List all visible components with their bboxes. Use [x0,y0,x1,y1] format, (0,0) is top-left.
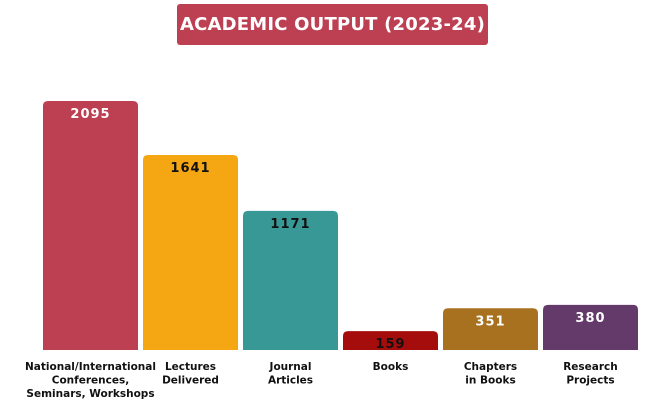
bar-value-label-0: 2095 [70,107,110,122]
bars-layer [43,101,638,350]
bar-value-label-4: 351 [475,314,505,329]
category-label-line: Chapters [464,361,517,373]
category-label-line: National/International [25,361,156,373]
bar-value-label-2: 1171 [270,217,310,232]
bar-3 [343,331,438,350]
category-label-4: Chapters in Books [464,361,517,387]
category-label-line: Projects [566,375,614,387]
category-label-line: Research [563,361,618,373]
category-label-line: Articles [268,375,313,387]
category-label-line: Journal [269,361,312,373]
category-label-2: Journal Articles [268,361,313,387]
category-label-line: Conferences, [52,375,129,387]
category-labels-layer: National/International Conferences, Semina… [25,361,618,400]
bar-value-label-3: 159 [375,337,405,352]
chart-title-box: ACADEMIC OUTPUT (2023-24) [177,4,488,45]
category-label-line: Lectures [165,361,216,373]
bar-4 [443,308,538,350]
chart-title: ACADEMIC OUTPUT (2023-24) [179,14,485,35]
category-label-0: National/International Conferences, Semina… [25,361,156,400]
category-label-1: Lectures Delivered [162,361,219,387]
bar-0 [43,101,138,350]
category-label-line: in Books [465,375,515,387]
category-label-line: Delivered [162,375,219,387]
bar-1 [143,154,238,350]
category-label-line: Seminars, Workshops [26,388,154,400]
bar-value-label-5: 380 [575,311,605,326]
category-label-5: Research Projects [563,361,618,387]
bar-5 [543,304,638,350]
bar-value-label-1: 1641 [170,161,210,176]
category-label-3: Books [373,361,409,373]
bar-2 [243,210,338,350]
category-label-line: Books [373,361,409,373]
value-labels-layer: 2095 1641 1171 159 351 380 [70,107,605,352]
